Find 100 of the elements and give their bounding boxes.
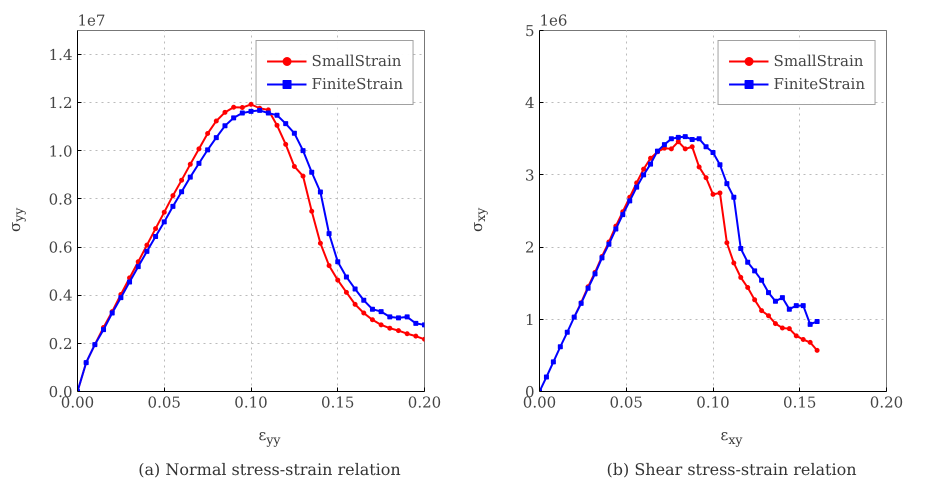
point: [205, 131, 210, 136]
point: [627, 198, 632, 204]
y-tick-label: 5: [524, 22, 535, 40]
point: [752, 268, 758, 274]
point: [404, 314, 410, 320]
point: [710, 192, 716, 197]
y-tick-label: 1.0: [48, 142, 73, 160]
y-tick-label: 2: [524, 238, 535, 257]
point: [326, 263, 332, 268]
x-tick-label: 0.05: [610, 394, 643, 412]
point: [766, 313, 772, 318]
point: [634, 184, 640, 190]
x-tick-label: 0.10: [234, 394, 268, 412]
point: [404, 331, 410, 336]
point: [309, 208, 314, 214]
point: [808, 340, 813, 345]
point: [214, 118, 219, 124]
point: [745, 285, 750, 290]
point: [222, 110, 228, 115]
point: [786, 326, 792, 332]
point: [136, 264, 141, 270]
x-tick-label: 0.10: [696, 394, 730, 412]
point: [214, 135, 219, 140]
point: [274, 122, 280, 128]
point: [361, 298, 366, 303]
point: [786, 306, 792, 312]
point: [292, 130, 297, 136]
x-tick-label: 0.20: [408, 394, 442, 412]
point: [550, 359, 556, 364]
point: [248, 102, 254, 107]
point: [179, 189, 184, 194]
text: (b) Shear stress-strain relation: [606, 459, 856, 481]
point: [564, 330, 570, 335]
point: [780, 325, 785, 330]
point: [335, 278, 340, 283]
point: [800, 337, 806, 342]
point: [780, 295, 785, 300]
point: [696, 164, 702, 170]
point: [794, 333, 799, 338]
point: [274, 112, 280, 118]
point: [668, 136, 674, 142]
point: [814, 348, 820, 353]
point: [731, 260, 736, 266]
point: [378, 309, 384, 314]
y-tick-label: 1: [524, 310, 535, 329]
point: [300, 174, 306, 179]
point: [676, 134, 681, 140]
point: [387, 314, 392, 320]
point: [413, 334, 418, 339]
point: [370, 317, 375, 322]
y-tick-label: 0.2: [48, 334, 73, 353]
x-tick-label: 0.15: [783, 394, 816, 412]
text: (a) Normal stress-strain relation: [138, 459, 401, 481]
x-axis-title: ε$_{xy}$: [720, 425, 742, 449]
point: [188, 174, 193, 180]
text: 1e6: [540, 12, 568, 30]
point: [144, 242, 150, 248]
point: [662, 142, 667, 148]
point: [738, 274, 744, 280]
point: [690, 137, 695, 142]
point: [759, 278, 764, 283]
point: [387, 326, 392, 331]
point: [240, 105, 245, 110]
point: [772, 321, 778, 326]
legend-label: FiniteStrain: [774, 75, 865, 93]
point: [335, 259, 340, 264]
point: [326, 231, 332, 236]
point: [648, 156, 654, 161]
text: 1e7: [78, 12, 106, 30]
point: [170, 193, 176, 198]
point: [690, 144, 695, 150]
point: [196, 160, 202, 166]
point: [696, 136, 702, 142]
y-tick-label: 0.8: [48, 190, 73, 208]
point: [361, 310, 366, 316]
point: [318, 189, 323, 194]
y-tick-label: 4: [524, 94, 535, 112]
point: [558, 344, 563, 350]
point: [153, 226, 158, 232]
legend-label: FiniteStrain: [312, 75, 403, 93]
y-tick-label: 1.2: [48, 94, 73, 112]
point: [648, 162, 654, 167]
point: [162, 219, 167, 224]
point: [188, 162, 193, 167]
point: [396, 315, 401, 320]
point: [717, 162, 722, 168]
y-tick-label: 1.4: [48, 46, 73, 64]
point: [544, 374, 549, 380]
point: [370, 306, 375, 312]
point: [248, 108, 254, 114]
point: [396, 328, 401, 334]
point: [222, 123, 228, 128]
point: [766, 290, 772, 296]
x-tick-label: 0.20: [870, 394, 904, 412]
point: [300, 148, 306, 154]
point: [800, 303, 806, 308]
point: [413, 320, 418, 326]
point: [240, 110, 245, 116]
point: [759, 308, 764, 314]
point: [231, 115, 236, 120]
